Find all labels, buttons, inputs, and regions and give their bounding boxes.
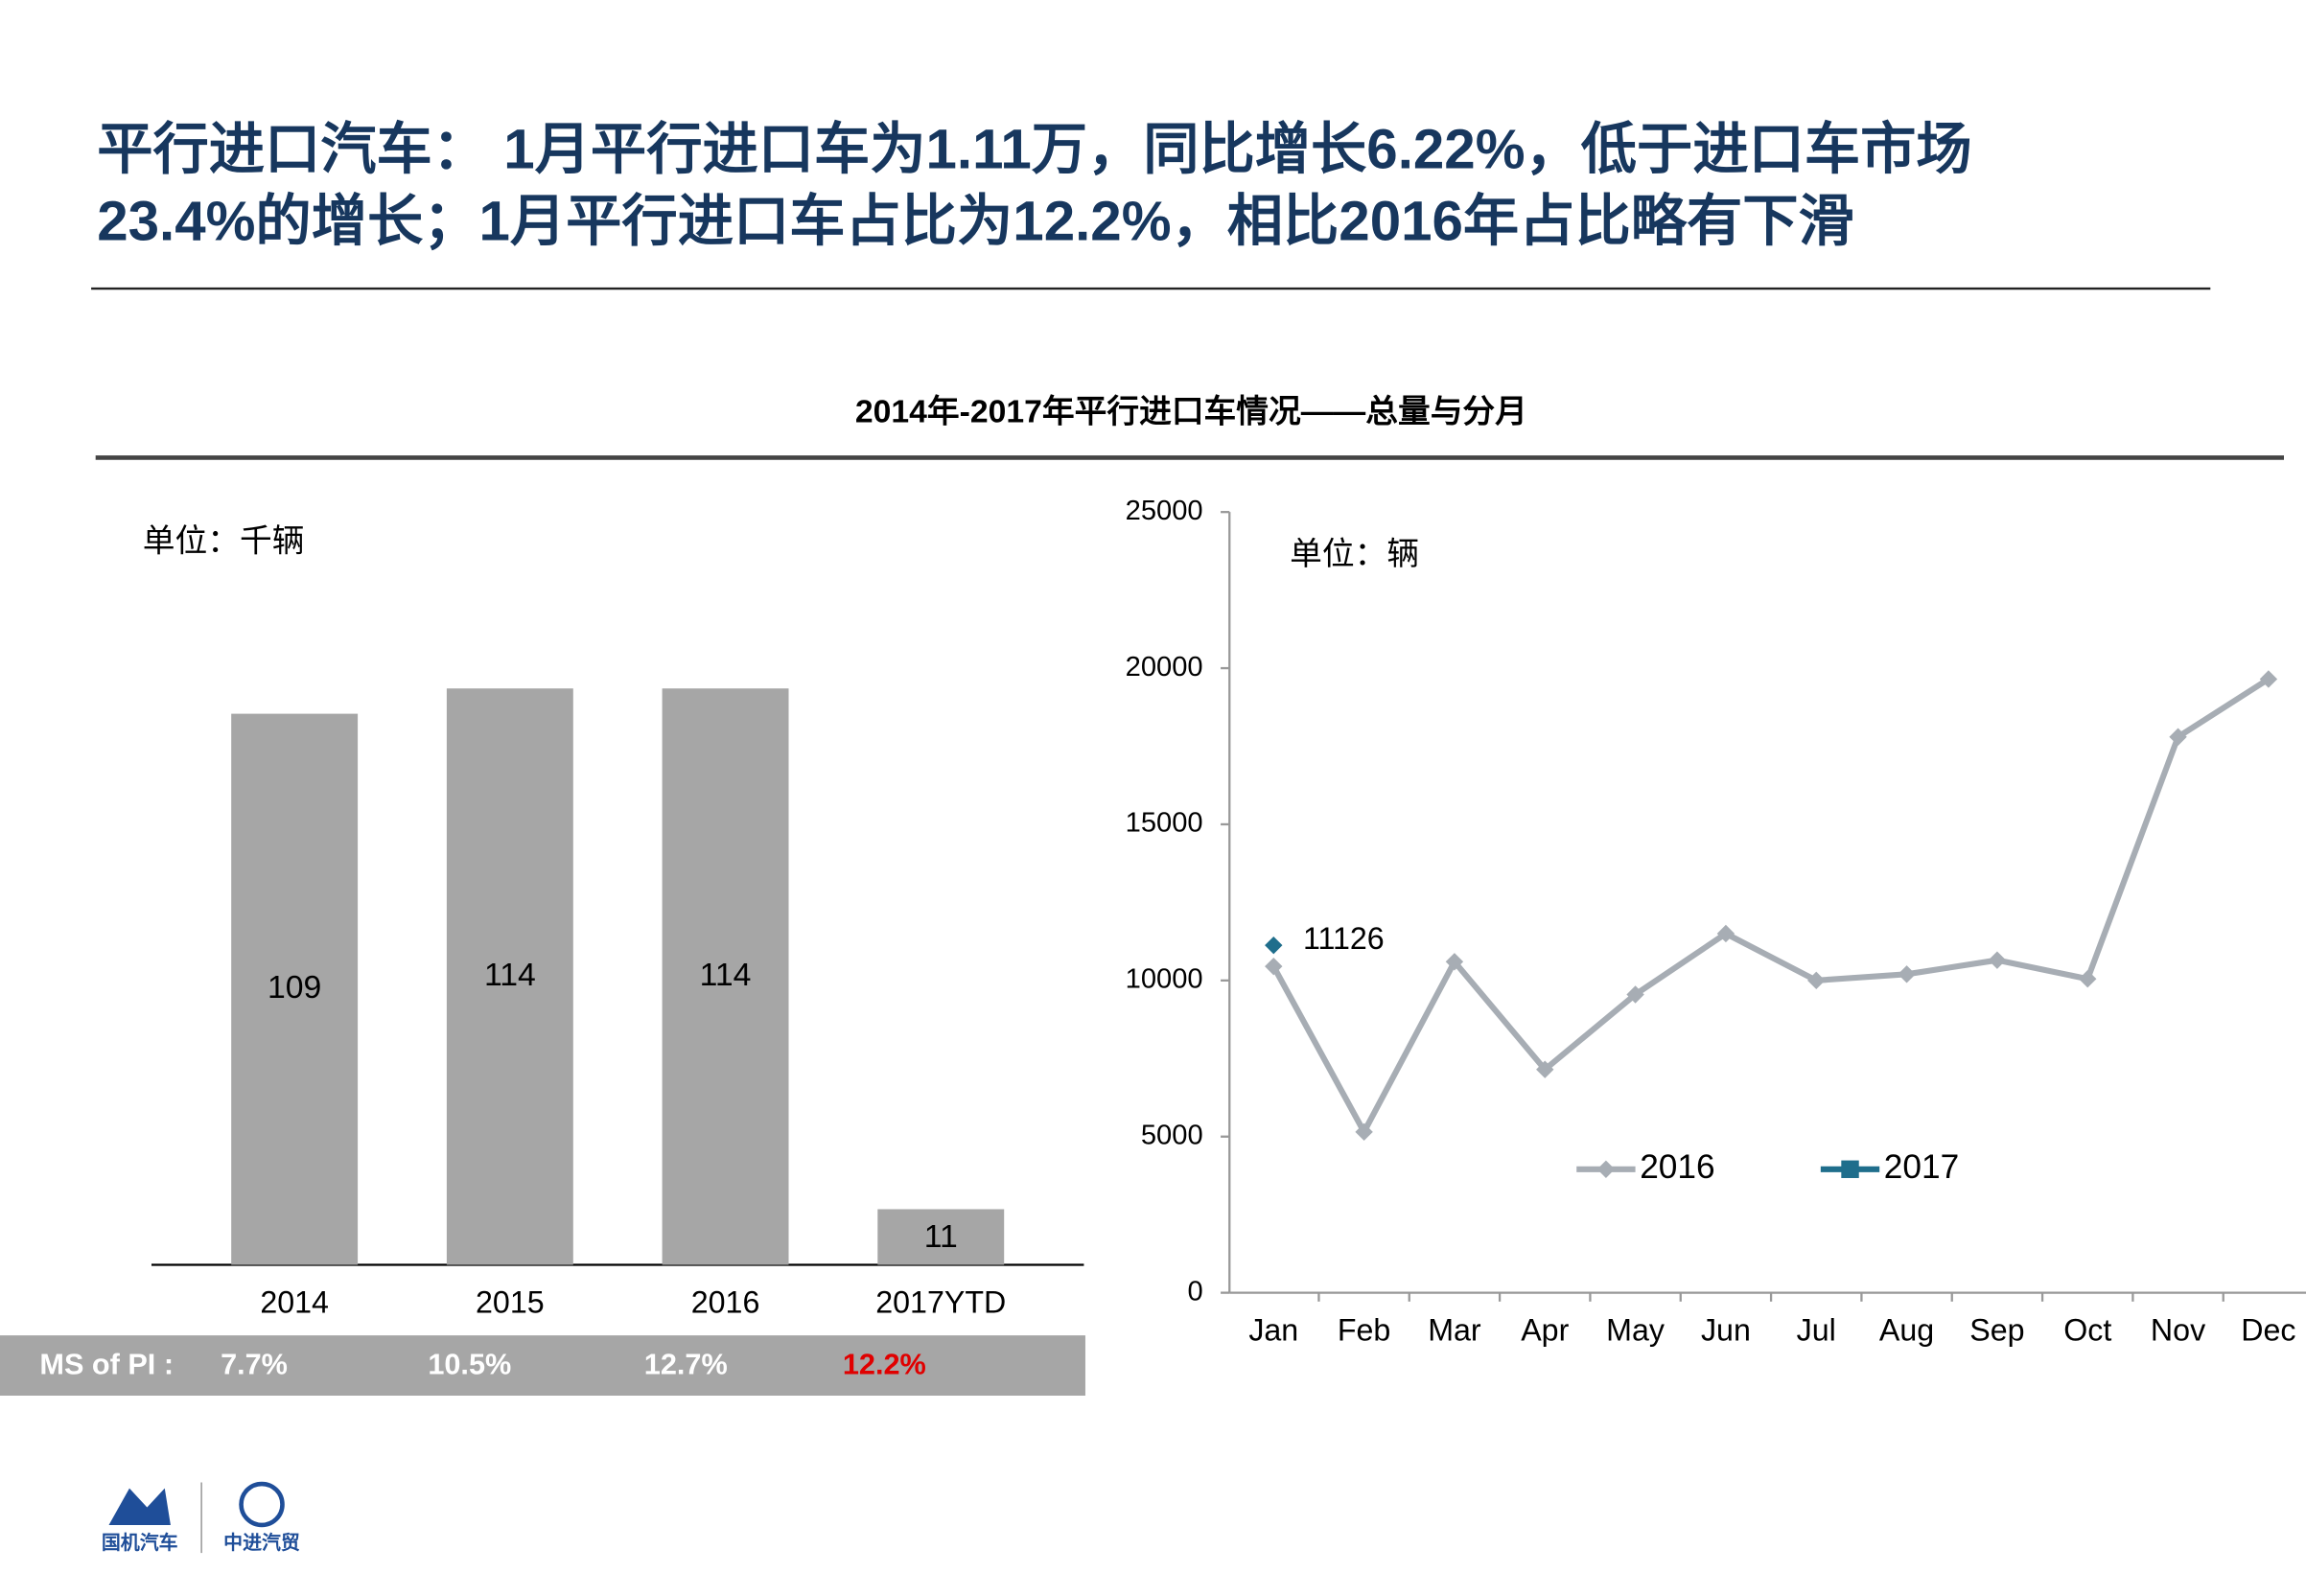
legend-label: 2017 xyxy=(1884,1148,1959,1186)
marker xyxy=(1807,971,1826,990)
data-label: 114 xyxy=(700,957,752,993)
ms-label: MS of PI : xyxy=(39,1348,174,1380)
marker xyxy=(1265,936,1283,955)
legend-label: 2016 xyxy=(1640,1148,1714,1186)
series-line xyxy=(1270,676,2271,1139)
data-label: 109 xyxy=(268,969,321,1006)
y-tick-label: 15000 xyxy=(1126,808,1203,839)
logo-text: 国机汽车 xyxy=(102,1531,178,1554)
marker xyxy=(2079,970,2097,988)
ms-band xyxy=(0,1335,1085,1396)
title-line: 23.4%的增长；1月平行进口车占比为12.2%，相比2016年占比略有下滑 xyxy=(97,190,1854,252)
logo-icon xyxy=(108,1488,171,1525)
logo-icon xyxy=(239,1481,285,1528)
section-title: 2014年-2017年平行进口车情况——总量与分月 xyxy=(855,393,1527,429)
x-tick-label: 2016 xyxy=(691,1284,760,1319)
data-label: 114 xyxy=(484,957,536,993)
y-tick-label: 25000 xyxy=(1126,496,1203,526)
marker xyxy=(1536,1060,1554,1078)
marker xyxy=(2169,728,2187,746)
logo-text: 中进汽贸 xyxy=(223,1531,300,1554)
ms-value: 10.5% xyxy=(428,1348,511,1380)
ms-value: 7.7% xyxy=(221,1348,288,1380)
marker xyxy=(1265,957,1283,976)
x-tick-label: Jan xyxy=(1248,1313,1298,1348)
x-tick-label: Dec xyxy=(2241,1313,2295,1348)
y-tick-label: 0 xyxy=(1187,1276,1202,1307)
x-tick-label: 2015 xyxy=(476,1284,545,1319)
marker xyxy=(1988,951,2007,969)
ms-value: 12.2% xyxy=(843,1348,926,1380)
legend-marker xyxy=(1596,1160,1616,1178)
unit-label: 单位：辆 xyxy=(1290,536,1419,572)
ms-value: 12.7% xyxy=(644,1348,728,1380)
x-tick-label: Mar xyxy=(1428,1313,1481,1348)
marker xyxy=(1626,985,1644,1004)
legend-marker xyxy=(1841,1160,1859,1178)
marker xyxy=(1445,953,1464,971)
x-tick-label: Nov xyxy=(2151,1313,2205,1348)
bar xyxy=(877,1209,1005,1265)
x-tick-label: Oct xyxy=(2063,1313,2111,1348)
y-tick-label: 5000 xyxy=(1141,1120,1203,1150)
x-tick-label: Jun xyxy=(1701,1313,1751,1348)
bar xyxy=(446,688,573,1265)
bar xyxy=(662,688,789,1265)
x-tick-label: 2017YTD xyxy=(875,1284,1006,1319)
title-line: 平行进口汽车： 1月平行进口车为1.11万，同比增长6.22%，低于进口车市场 xyxy=(97,118,1971,180)
bar xyxy=(231,713,359,1265)
x-tick-label: Aug xyxy=(1879,1313,1934,1348)
x-tick-label: Jul xyxy=(1797,1313,1836,1348)
y-tick-label: 20000 xyxy=(1126,652,1203,682)
x-tick-label: Sep xyxy=(1969,1313,2024,1348)
x-tick-label: Feb xyxy=(1338,1313,1390,1348)
x-tick-label: May xyxy=(1606,1313,1665,1348)
x-tick-label: Apr xyxy=(1521,1313,1569,1348)
unit-label: 单位：千辆 xyxy=(143,522,305,559)
logo: 国机汽车 中进汽贸 xyxy=(102,1481,300,1554)
marker xyxy=(1898,965,1916,983)
data-label: 11 xyxy=(924,1218,958,1255)
y-tick-label: 10000 xyxy=(1126,964,1203,995)
x-tick-label: 2014 xyxy=(260,1284,329,1319)
marker xyxy=(1355,1122,1373,1142)
data-label: 11126 xyxy=(1303,921,1385,956)
marker xyxy=(1716,924,1735,943)
